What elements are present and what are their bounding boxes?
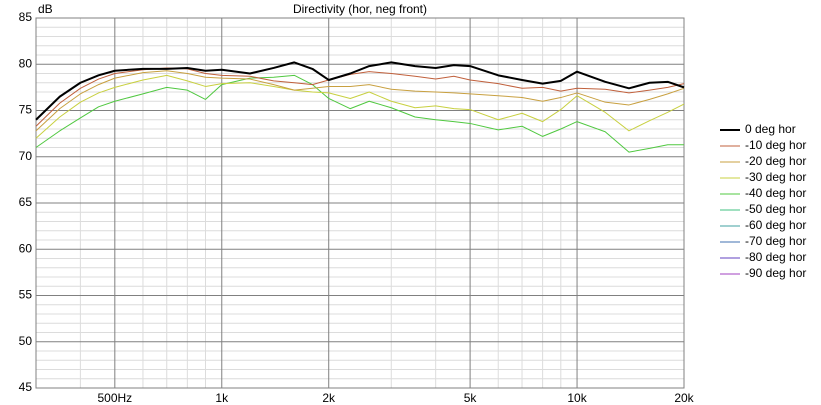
- data-line: [35, 61, 685, 121]
- x-tick-label: 10k: [567, 391, 587, 405]
- y-tick-label: 65: [19, 195, 33, 209]
- x-tick-label: 1k: [215, 391, 229, 405]
- y-axis-label: dB: [38, 2, 53, 16]
- legend-label: -10 deg hor: [745, 138, 806, 152]
- legend-label: -60 deg hor: [745, 218, 806, 232]
- plot-border: [35, 17, 685, 389]
- y-tick-label: 80: [19, 56, 33, 70]
- data-line: [35, 74, 685, 139]
- legend-label: 0 deg hor: [745, 122, 796, 136]
- legend-label: -70 deg hor: [745, 234, 806, 248]
- legend-label: -20 deg hor: [745, 154, 806, 168]
- legend-label: -40 deg hor: [745, 186, 806, 200]
- legend-label: -50 deg hor: [745, 202, 806, 216]
- data-line: [35, 70, 685, 132]
- legend-label: -30 deg hor: [745, 170, 806, 184]
- x-tick-label: 5k: [464, 391, 478, 405]
- legend-label: -80 deg hor: [745, 250, 806, 264]
- data-line: [35, 74, 684, 153]
- y-tick-label: 45: [19, 380, 33, 394]
- y-tick-label: 60: [19, 241, 33, 255]
- x-tick-label: 500Hz: [97, 391, 132, 405]
- y-tick-label: 75: [19, 103, 33, 117]
- chart-title: Directivity (hor, neg front): [293, 2, 427, 16]
- x-tick-label: 20k: [674, 391, 694, 405]
- x-tick-label: 2k: [322, 391, 336, 405]
- y-tick-label: 55: [19, 288, 33, 302]
- y-tick-label: 50: [19, 334, 33, 348]
- y-tick-label: 70: [19, 149, 33, 163]
- legend-label: -90 deg hor: [745, 266, 806, 280]
- y-tick-label: 85: [19, 10, 33, 24]
